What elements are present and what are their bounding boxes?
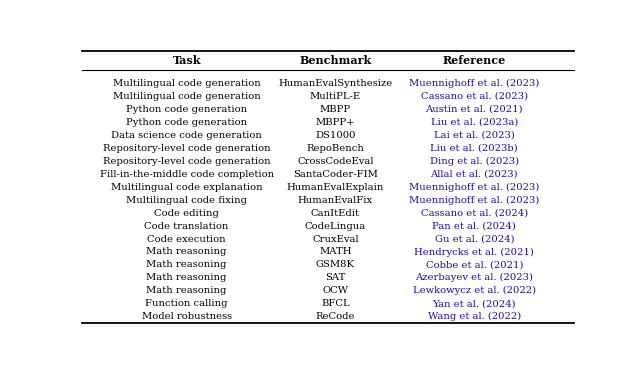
Text: ReCode: ReCode	[316, 312, 355, 321]
Text: BFCL: BFCL	[321, 299, 349, 308]
Text: Benchmark: Benchmark	[300, 55, 372, 66]
Text: Code execution: Code execution	[147, 235, 226, 244]
Text: Code translation: Code translation	[145, 221, 229, 231]
Text: MATH: MATH	[319, 248, 352, 256]
Text: Hendrycks et al. (2021): Hendrycks et al. (2021)	[414, 248, 534, 256]
Text: Azerbayev et al. (2023): Azerbayev et al. (2023)	[415, 273, 533, 283]
Text: Muennighoff et al. (2023): Muennighoff et al. (2023)	[409, 183, 540, 192]
Text: Python code generation: Python code generation	[126, 118, 247, 127]
Text: Muennighoff et al. (2023): Muennighoff et al. (2023)	[409, 79, 540, 88]
Text: Muennighoff et al. (2023): Muennighoff et al. (2023)	[409, 196, 540, 205]
Text: SAT: SAT	[325, 273, 346, 282]
Text: Data science code generation: Data science code generation	[111, 131, 262, 140]
Text: Gu et al. (2024): Gu et al. (2024)	[435, 235, 514, 244]
Text: Multilingual code explanation: Multilingual code explanation	[111, 183, 262, 192]
Text: CrossCodeEval: CrossCodeEval	[297, 157, 374, 166]
Text: Reference: Reference	[443, 55, 506, 66]
Text: Math reasoning: Math reasoning	[147, 248, 227, 256]
Text: Wang et al. (2022): Wang et al. (2022)	[428, 312, 521, 321]
Text: Task: Task	[172, 55, 201, 66]
Text: Math reasoning: Math reasoning	[147, 261, 227, 269]
Text: Lai et al. (2023): Lai et al. (2023)	[434, 131, 515, 140]
Text: Repository-level code generation: Repository-level code generation	[103, 157, 271, 166]
Text: Cassano et al. (2024): Cassano et al. (2024)	[420, 208, 528, 218]
Text: Multilingual code fixing: Multilingual code fixing	[126, 196, 247, 205]
Text: CodeLingua: CodeLingua	[305, 221, 366, 231]
Text: Yan et al. (2024): Yan et al. (2024)	[433, 299, 516, 308]
Text: Allal et al. (2023): Allal et al. (2023)	[431, 170, 518, 179]
Text: HumanEvalSynthesize: HumanEvalSynthesize	[278, 79, 392, 88]
Text: GSM8K: GSM8K	[316, 261, 355, 269]
Text: CanItEdit: CanItEdit	[311, 208, 360, 218]
Text: Math reasoning: Math reasoning	[147, 286, 227, 295]
Text: Model robustness: Model robustness	[141, 312, 232, 321]
Text: Multilingual code generation: Multilingual code generation	[113, 92, 260, 101]
Text: Code editing: Code editing	[154, 208, 219, 218]
Text: Liu et al. (2023b): Liu et al. (2023b)	[431, 144, 518, 153]
Text: Cassano et al. (2023): Cassano et al. (2023)	[420, 92, 528, 101]
Text: Cobbe et al. (2021): Cobbe et al. (2021)	[426, 261, 523, 269]
Text: HumanEvalFix: HumanEvalFix	[298, 196, 373, 205]
Text: Pan et al. (2024): Pan et al. (2024)	[433, 221, 516, 231]
Text: Math reasoning: Math reasoning	[147, 273, 227, 282]
Text: CruxEval: CruxEval	[312, 235, 359, 244]
Text: Ding et al. (2023): Ding et al. (2023)	[429, 157, 519, 166]
Text: MBPP: MBPP	[320, 105, 351, 114]
Text: DS1000: DS1000	[315, 131, 356, 140]
Text: Liu et al. (2023a): Liu et al. (2023a)	[431, 118, 518, 127]
Text: Repository-level code generation: Repository-level code generation	[103, 144, 271, 153]
Text: Python code generation: Python code generation	[126, 105, 247, 114]
Text: HumanEvalExplain: HumanEvalExplain	[287, 183, 384, 192]
Text: MBPP+: MBPP+	[316, 118, 355, 127]
Text: Function calling: Function calling	[145, 299, 228, 308]
Text: Multilingual code generation: Multilingual code generation	[113, 79, 260, 88]
Text: Lewkowycz et al. (2022): Lewkowycz et al. (2022)	[413, 286, 536, 296]
Text: OCW: OCW	[323, 286, 348, 295]
Text: MultiPL-E: MultiPL-E	[310, 92, 361, 101]
Text: Fill-in-the-middle code completion: Fill-in-the-middle code completion	[100, 170, 274, 179]
Text: Austin et al. (2021): Austin et al. (2021)	[426, 105, 523, 114]
Text: RepoBench: RepoBench	[307, 144, 364, 153]
Text: SantaCoder-FIM: SantaCoder-FIM	[293, 170, 378, 179]
